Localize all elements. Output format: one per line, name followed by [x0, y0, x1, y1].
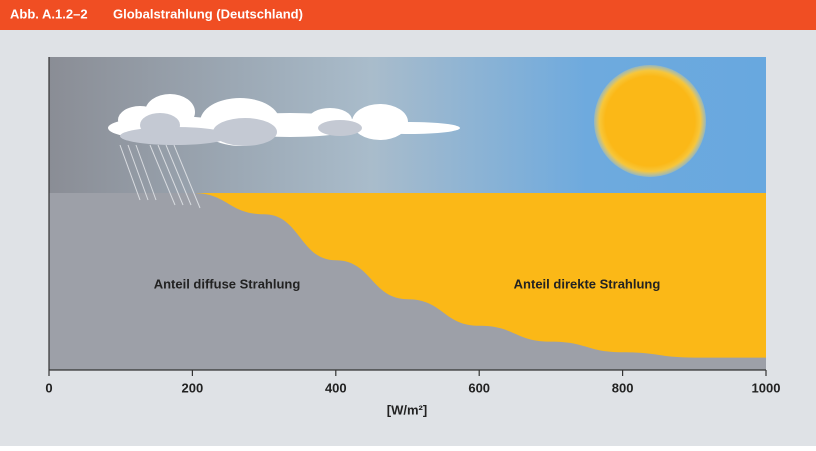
x-tick-label: 1000	[752, 380, 781, 395]
x-tick-label: 800	[612, 380, 634, 395]
annotation: Anteil direkte Strahlung	[514, 276, 661, 291]
chart-title: Globalstrahlung (Deutschland)	[113, 6, 303, 21]
chart: Abb. A.1.2–2 Globalstrahlung (Deutschlan…	[0, 0, 816, 446]
x-tick-label: 600	[468, 380, 490, 395]
x-tick-label: 200	[182, 380, 204, 395]
annotation: Anteil diffuse Strahlung	[154, 276, 301, 291]
x-tick-label: 0	[45, 380, 52, 395]
x-axis-label: [W/m²]	[387, 402, 427, 417]
sun	[594, 65, 706, 177]
page: Abb. A.1.2–2 Globalstrahlung (Deutschlan…	[0, 0, 816, 451]
figure-label: Abb. A.1.2–2	[10, 6, 88, 21]
x-tick-label: 400	[325, 380, 347, 395]
